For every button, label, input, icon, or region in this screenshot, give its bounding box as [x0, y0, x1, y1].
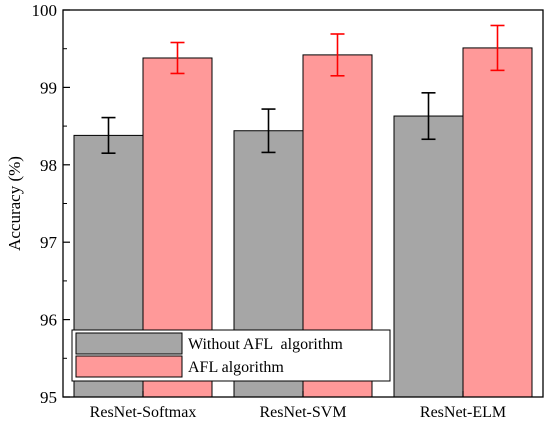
- y-tick-label-4: 99: [40, 78, 57, 97]
- bar-s1-c2: [462, 47, 533, 398]
- x-tick-label-2: ResNet-ELM: [420, 404, 506, 421]
- y-tick-label-0: 95: [40, 388, 57, 407]
- y-axis-title: Accuracy (%): [5, 156, 24, 251]
- x-tick-label-1: ResNet-SVM: [259, 404, 346, 421]
- bar-s0-c2: [393, 115, 464, 398]
- legend-swatch-afl: [75, 355, 183, 378]
- y-tick-label-5: 100: [32, 1, 58, 20]
- legend-swatch-without-afl: [75, 332, 183, 355]
- legend: Without AFL algorithm AFL algorithm: [71, 329, 391, 382]
- y-ticks-layer: 95 96 97 98 99 100: [32, 1, 70, 407]
- legend-label-without-afl: Without AFL algorithm: [188, 336, 343, 353]
- legend-label-afl: AFL algorithm: [188, 359, 284, 376]
- y-tick-label-3: 98: [40, 156, 57, 175]
- error-bars-layer: [101, 24, 505, 154]
- y-tick-label-1: 96: [40, 311, 57, 330]
- x-tick-label-0: ResNet-Softmax: [90, 404, 197, 421]
- x-ticks-layer: ResNet-Softmax ResNet-SVM ResNet-ELM: [90, 391, 506, 421]
- y-tick-label-2: 97: [40, 233, 58, 252]
